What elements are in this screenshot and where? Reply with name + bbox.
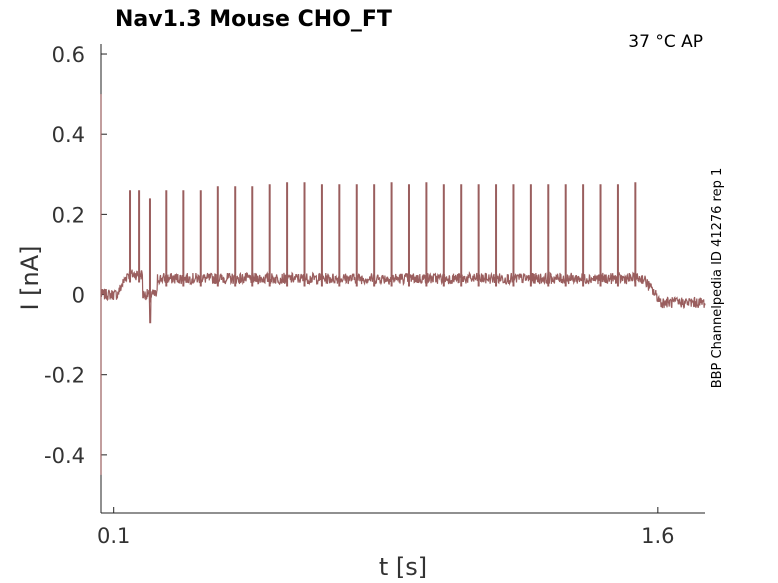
trace-line [100, 94, 706, 475]
y-axis-label: I [nA] [16, 245, 44, 310]
x-axis-label: t [s] [379, 553, 427, 581]
y-tick-label-4: -0.2 [44, 364, 85, 388]
condition-label: 37 °C AP [628, 32, 703, 52]
y-tick-label-3: 0 [72, 284, 85, 308]
y-tick-label-0: 0.6 [52, 43, 85, 67]
y-ticks: 0.6 0.4 0.2 0 -0.2 -0.4 [44, 43, 107, 468]
y-tick-label-1: 0.4 [52, 123, 85, 147]
side-label: BBP Channelpedia ID 41276 rep 1 [710, 168, 725, 389]
x-tick-label-0: 0.1 [97, 524, 130, 548]
x-ticks: 0.1 1.6 [97, 507, 675, 548]
chart-title: Nav1.3 Mouse CHO_FT [115, 7, 392, 32]
y-tick-label-5: -0.4 [44, 444, 85, 468]
plot-area [100, 94, 706, 475]
y-tick-label-2: 0.2 [52, 203, 85, 227]
x-tick-label-1: 1.6 [641, 524, 674, 548]
